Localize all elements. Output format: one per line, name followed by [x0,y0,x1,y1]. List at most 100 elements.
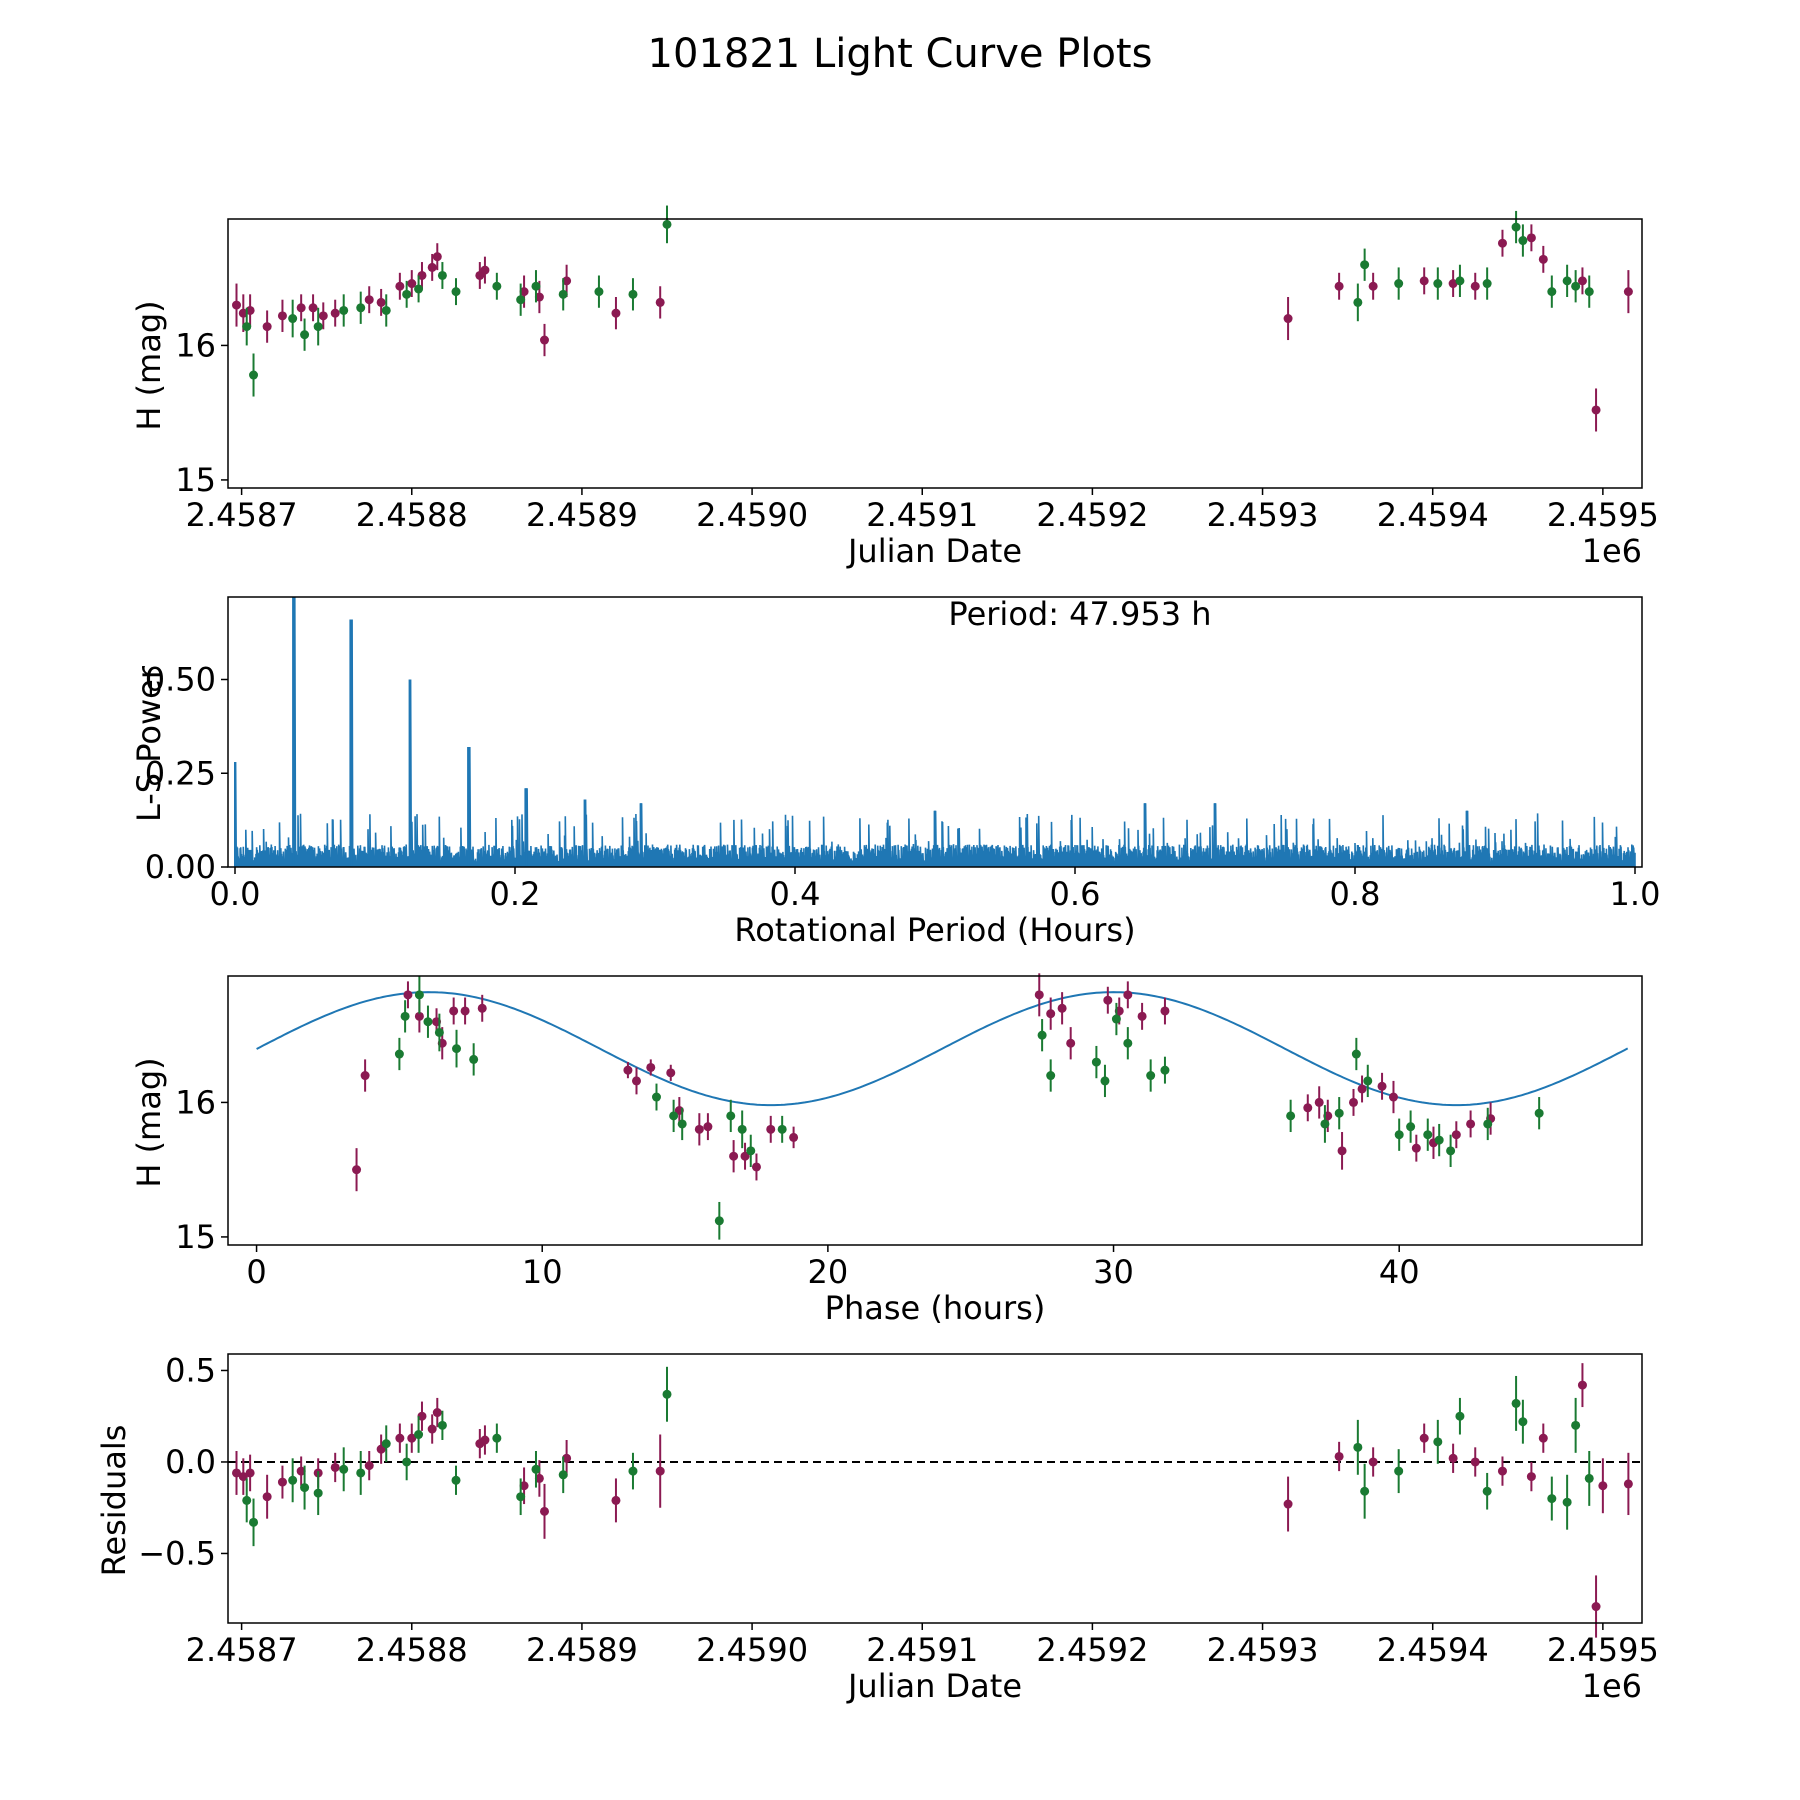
data-point [594,287,604,297]
data-point [662,219,672,229]
data-point [611,308,621,318]
data-point [407,279,417,289]
data-point [339,305,349,315]
data-point [729,1151,739,1161]
data-point [1571,281,1581,291]
x-tick-label: 2.4594 [1377,1631,1489,1669]
data-point [308,303,318,313]
data-point [1538,1433,1548,1443]
data-point [562,1453,572,1463]
x-tick-label: 2.4594 [1377,496,1489,534]
data-point [628,1466,638,1476]
data-point [1103,995,1113,1005]
data-point [1623,1479,1633,1489]
y-tick-label: 0.0 [165,1443,216,1481]
plot-frame [227,596,1643,868]
data-point [628,289,638,299]
data-point [480,265,490,275]
series-filter-a [232,224,1633,432]
data-point [534,1473,544,1483]
x-tick-label: 2.4589 [526,496,638,534]
x-tick-label: 2.4587 [186,496,298,534]
data-point [437,1420,447,1430]
data-point [516,295,526,305]
data-point [1360,1486,1370,1496]
data-point [364,1461,374,1471]
series-filter-b [242,205,1594,397]
data-point [330,308,340,318]
x-tick-label: 2.4595 [1547,1631,1659,1669]
x-tick-label: 40 [1379,1253,1420,1291]
data-point [1286,1111,1296,1121]
data-point [1470,1457,1480,1467]
data-point [262,322,272,332]
data-point [539,335,549,345]
data-point [1455,276,1465,286]
y-axis-label: Residuals [95,1425,133,1577]
data-point [1526,1472,1536,1482]
data-point [1091,1057,1101,1067]
data-point [1377,1081,1387,1091]
data-point [1518,1417,1528,1427]
data-point [249,370,259,380]
data-point [245,305,255,315]
data-point [1448,1453,1458,1463]
data-point [451,1475,461,1485]
data-point [623,1065,633,1075]
data-point [777,1124,787,1134]
data-point [531,281,541,291]
data-point [313,1488,323,1498]
data-point [407,1433,417,1443]
data-point [1137,1011,1147,1021]
x-tick-label: 0.8 [1330,875,1381,913]
data-point [789,1132,799,1142]
data-point [519,1481,529,1491]
data-point [414,1011,424,1021]
data-point [1423,1130,1433,1140]
data-point [646,1062,656,1072]
data-point [562,276,572,286]
plot-frame [227,218,1643,489]
data-point [1123,1038,1133,1048]
data-point [1100,1076,1110,1086]
x-axis-label: Julian Date [846,1667,1022,1705]
data-point [1146,1071,1156,1081]
data-point [318,311,328,321]
data-point [631,1076,641,1086]
data-point [1571,1420,1581,1430]
data-point [427,262,437,272]
data-point [737,1124,747,1134]
data-point [1160,1065,1170,1075]
data-point [417,270,427,280]
data-point [534,292,544,302]
y-tick-label: 15 [175,461,216,499]
data-point [232,1468,242,1478]
data-point [394,1049,404,1059]
y-tick-label: 0.00 [145,848,216,886]
data-point [364,295,374,305]
data-point [1394,279,1404,289]
data-point [1419,1433,1429,1443]
light-curve-panel: 2.4587 2.4588 2.4589 2.4590 2.4591 2.4592 2.45… [130,205,1659,570]
data-point [339,1464,349,1474]
x-tick-label: 2.4593 [1207,496,1319,534]
data-point [1446,1146,1456,1156]
x-tick-label: 30 [1093,1253,1134,1291]
series-filter-b [394,976,1544,1240]
data-point [1160,1006,1170,1016]
data-point [242,1495,252,1505]
y-tick-label: 15 [175,1218,216,1256]
data-point [1320,1119,1330,1129]
data-point [666,1068,676,1078]
data-point [1357,1084,1367,1094]
data-point [611,1495,621,1505]
data-point [288,314,298,324]
data-point [1034,990,1044,1000]
plot-frame [227,975,1643,1246]
data-point [451,287,461,297]
data-point [651,1092,661,1102]
plot-frame [227,1353,1643,1624]
data-point [655,297,665,307]
data-point [437,270,447,280]
